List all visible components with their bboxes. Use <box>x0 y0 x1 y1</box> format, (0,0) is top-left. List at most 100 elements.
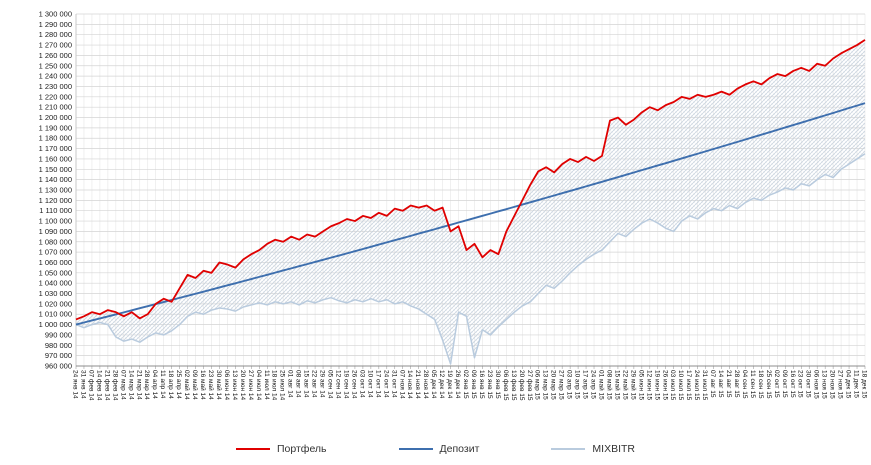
svg-text:24 июл 15: 24 июл 15 <box>693 370 700 401</box>
svg-text:05 июн 15: 05 июн 15 <box>637 370 644 401</box>
svg-text:01 май 15: 01 май 15 <box>598 370 606 400</box>
svg-text:1 170 000: 1 170 000 <box>39 144 72 153</box>
svg-text:29 май 15: 29 май 15 <box>629 370 637 400</box>
svg-text:1 190 000: 1 190 000 <box>39 123 72 132</box>
svg-text:14 ноя 14: 14 ноя 14 <box>406 370 413 399</box>
svg-text:16 окт 15: 16 окт 15 <box>789 370 796 398</box>
svg-text:31 янв 14: 31 янв 14 <box>79 370 86 399</box>
svg-text:19 июн 15: 19 июн 15 <box>653 370 660 401</box>
svg-text:02 окт 15: 02 окт 15 <box>773 370 780 398</box>
svg-text:960 000: 960 000 <box>45 362 72 371</box>
svg-text:27 мар 15: 27 мар 15 <box>558 370 565 400</box>
svg-text:28 фев 14: 28 фев 14 <box>111 370 118 401</box>
series-line-mixbitr <box>75 153 866 365</box>
svg-text:1 150 000: 1 150 000 <box>39 165 72 174</box>
svg-text:02 янв 15: 02 янв 15 <box>462 370 469 399</box>
svg-text:29 авг 14: 29 авг 14 <box>319 370 326 398</box>
svg-text:07 авг 15: 07 авг 15 <box>709 370 716 398</box>
horizontal-gridlines <box>76 13 865 367</box>
svg-text:13 июн 14: 13 июн 14 <box>231 370 238 401</box>
svg-text:23 окт 15: 23 окт 15 <box>797 370 804 398</box>
svg-text:03 июл 15: 03 июл 15 <box>669 370 676 401</box>
svg-text:18 сен 15: 18 сен 15 <box>757 370 764 399</box>
svg-text:20 мар 15: 20 мар 15 <box>550 370 557 400</box>
svg-text:22 май 15: 22 май 15 <box>621 370 629 400</box>
legend: Портфель Депозит MIXBITR <box>0 433 871 465</box>
svg-text:26 сен 14: 26 сен 14 <box>350 370 357 399</box>
svg-text:26 июн 15: 26 июн 15 <box>661 370 668 401</box>
svg-text:1 280 000: 1 280 000 <box>39 30 72 39</box>
svg-text:1 080 000: 1 080 000 <box>39 237 72 246</box>
svg-text:10 апр 15: 10 апр 15 <box>574 370 581 399</box>
svg-text:08 май 15: 08 май 15 <box>605 370 613 400</box>
svg-text:07 фев 14: 07 фев 14 <box>87 370 94 401</box>
svg-text:21 фев 14: 21 фев 14 <box>103 370 110 401</box>
svg-text:10 окт 14: 10 окт 14 <box>366 370 373 398</box>
svg-text:20 фев 15: 20 фев 15 <box>518 370 525 401</box>
band-area <box>76 39 865 364</box>
svg-text:18 июл 14: 18 июл 14 <box>271 370 278 401</box>
series-line-portfolio <box>75 39 866 321</box>
svg-text:16 май 14: 16 май 14 <box>199 370 207 400</box>
svg-text:03 окт 14: 03 окт 14 <box>358 370 365 398</box>
svg-text:1 030 000: 1 030 000 <box>39 289 72 298</box>
legend-label: Депозит <box>439 443 480 455</box>
svg-text:21 авг 15: 21 авг 15 <box>725 370 732 398</box>
svg-text:18 дек 15: 18 дек 15 <box>861 370 868 399</box>
svg-text:980 000: 980 000 <box>45 341 72 350</box>
svg-text:06 мар 15: 06 мар 15 <box>534 370 541 400</box>
svg-text:07 ноя 14: 07 ноя 14 <box>398 370 405 399</box>
svg-text:05 дек 14: 05 дек 14 <box>430 370 437 399</box>
svg-text:30 май 14: 30 май 14 <box>215 370 223 400</box>
svg-text:18 апр 14: 18 апр 14 <box>167 370 174 399</box>
legend-item-portfolio: Портфель <box>236 443 327 455</box>
legend-line-sample <box>398 448 433 450</box>
series-line-deposit <box>75 102 866 326</box>
svg-text:17 апр 15: 17 апр 15 <box>582 370 589 399</box>
svg-text:14 авг 15: 14 авг 15 <box>717 370 724 398</box>
svg-text:20 ноя 15: 20 ноя 15 <box>829 370 836 399</box>
svg-text:1 110 000: 1 110 000 <box>39 206 72 215</box>
svg-text:30 янв 15: 30 янв 15 <box>494 370 501 399</box>
legend-item-deposit: Депозит <box>398 443 480 455</box>
svg-text:1 240 000: 1 240 000 <box>39 72 72 81</box>
legend-label: MIXBITR <box>592 443 635 455</box>
svg-text:12 июн 15: 12 июн 15 <box>645 370 652 401</box>
svg-text:1 010 000: 1 010 000 <box>39 310 72 319</box>
svg-text:27 ноя 15: 27 ноя 15 <box>837 370 844 399</box>
svg-text:22 авг 14: 22 авг 14 <box>311 370 318 398</box>
svg-text:09 май 14: 09 май 14 <box>191 370 199 400</box>
svg-text:31 окт 14: 31 окт 14 <box>390 370 397 398</box>
svg-text:04 апр 14: 04 апр 14 <box>151 370 158 399</box>
svg-text:13 ноя 15: 13 ноя 15 <box>821 370 828 399</box>
svg-text:06 ноя 15: 06 ноя 15 <box>813 370 820 399</box>
svg-text:04 июл 14: 04 июл 14 <box>255 370 262 401</box>
svg-text:1 250 000: 1 250 000 <box>39 61 72 70</box>
svg-text:09 янв 15: 09 янв 15 <box>470 370 477 399</box>
svg-text:09 окт 15: 09 окт 15 <box>781 370 788 398</box>
svg-text:1 200 000: 1 200 000 <box>39 113 72 122</box>
svg-text:1 210 000: 1 210 000 <box>39 103 72 112</box>
svg-text:1 270 000: 1 270 000 <box>39 41 72 50</box>
svg-text:15 май 15: 15 май 15 <box>613 370 621 400</box>
svg-text:04 дек 15: 04 дек 15 <box>845 370 852 399</box>
svg-text:24 янв 14: 24 янв 14 <box>72 370 79 399</box>
svg-text:16 янв 15: 16 янв 15 <box>478 370 485 399</box>
svg-text:21 мар 14: 21 мар 14 <box>135 370 142 400</box>
svg-text:1 070 000: 1 070 000 <box>39 248 72 257</box>
svg-text:1 040 000: 1 040 000 <box>39 279 72 288</box>
svg-text:04 сен 15: 04 сен 15 <box>741 370 748 399</box>
svg-text:13 фев 15: 13 фев 15 <box>510 370 517 401</box>
svg-text:17 июл 15: 17 июл 15 <box>685 370 692 401</box>
x-axis-ticks <box>75 366 866 369</box>
svg-text:1 230 000: 1 230 000 <box>39 82 72 91</box>
svg-text:23 янв 15: 23 янв 15 <box>486 370 493 399</box>
svg-text:13 мар 15: 13 мар 15 <box>542 370 549 400</box>
svg-text:1 100 000: 1 100 000 <box>39 217 72 226</box>
svg-text:20 июн 14: 20 июн 14 <box>239 370 246 401</box>
svg-text:28 авг 15: 28 авг 15 <box>733 370 740 398</box>
svg-text:14 мар 14: 14 мар 14 <box>127 370 134 400</box>
svg-text:07 мар 14: 07 мар 14 <box>119 370 126 400</box>
